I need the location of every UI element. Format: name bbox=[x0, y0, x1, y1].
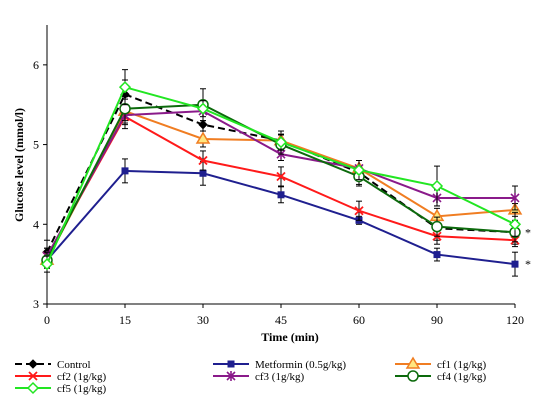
data-point bbox=[198, 155, 208, 166]
series-6 bbox=[40, 69, 522, 273]
legend-item: cf3 (1g/kg) bbox=[213, 371, 305, 383]
legend-item: Metformin (0.5g/kg) bbox=[213, 359, 346, 371]
data-point bbox=[195, 131, 211, 144]
x-tick-label: 60 bbox=[353, 313, 365, 327]
plot-frame bbox=[46, 25, 515, 305]
y-tick-label: 5 bbox=[33, 138, 39, 152]
legend-item: cf1 (1g/kg) bbox=[395, 356, 487, 371]
data-point bbox=[198, 119, 208, 130]
y-axis: 3 4 5 6 bbox=[33, 58, 47, 311]
legend-marker bbox=[26, 381, 40, 395]
annotation-layer: ** bbox=[525, 225, 531, 271]
x-tick-label: 15 bbox=[119, 313, 131, 327]
legend-item: cf4 (1g/kg) bbox=[395, 370, 487, 383]
data-point bbox=[430, 179, 444, 193]
legend-label: cf4 (1g/kg) bbox=[437, 371, 487, 383]
data-point bbox=[199, 169, 207, 177]
legend-item: Control bbox=[15, 359, 91, 371]
x-tick-label: 30 bbox=[197, 313, 209, 327]
data-point bbox=[511, 260, 519, 268]
y-tick-label: 4 bbox=[33, 217, 39, 231]
legend-label: cf5 (1g/kg) bbox=[57, 383, 107, 395]
series-layer bbox=[39, 69, 523, 277]
legend: Control Metformin (0.5g/kg) cf1 (1g/kg) cf2… bbox=[15, 356, 487, 395]
data-point bbox=[277, 191, 285, 199]
data-point bbox=[433, 251, 441, 259]
x-tick-label: 120 bbox=[506, 313, 524, 327]
x-tick-label: 0 bbox=[44, 313, 50, 327]
legend-marker bbox=[28, 371, 38, 381]
legend-label: cf1 (1g/kg) bbox=[437, 359, 487, 371]
data-point bbox=[274, 136, 288, 149]
legend-marker bbox=[227, 360, 235, 368]
legend-label: cf2 (1g/kg) bbox=[57, 371, 107, 383]
legend-label: cf3 (1g/kg) bbox=[255, 371, 305, 383]
x-axis-label: Time (min) bbox=[261, 330, 318, 344]
x-axis: 0 15 30 45 60 90 120 bbox=[44, 304, 524, 327]
legend-item: cf5 (1g/kg) bbox=[15, 381, 107, 395]
legend-marker bbox=[405, 356, 421, 369]
data-point bbox=[510, 192, 520, 203]
data-point bbox=[196, 102, 210, 115]
data-point bbox=[121, 167, 129, 175]
legend-item: cf2 (1g/kg) bbox=[15, 371, 107, 383]
significance-marker: * bbox=[525, 225, 531, 239]
y-tick-label: 3 bbox=[33, 297, 39, 311]
significance-marker: * bbox=[525, 257, 531, 271]
x-tick-label: 90 bbox=[431, 313, 443, 327]
x-tick-label: 45 bbox=[275, 313, 287, 327]
data-point bbox=[354, 206, 364, 216]
legend-marker bbox=[407, 370, 419, 382]
data-point bbox=[352, 164, 366, 177]
legend-label: Metformin (0.5g/kg) bbox=[255, 359, 346, 371]
y-axis-label: Glucose level (mmol/l) bbox=[12, 108, 26, 222]
data-point bbox=[276, 171, 286, 182]
data-point bbox=[118, 81, 132, 94]
legend-marker bbox=[28, 359, 38, 369]
data-point bbox=[508, 218, 522, 231]
data-point bbox=[40, 258, 54, 271]
legend-marker bbox=[226, 371, 236, 381]
data-point bbox=[431, 220, 443, 233]
legend-label: Control bbox=[57, 359, 91, 371]
y-tick-label: 6 bbox=[33, 58, 39, 72]
